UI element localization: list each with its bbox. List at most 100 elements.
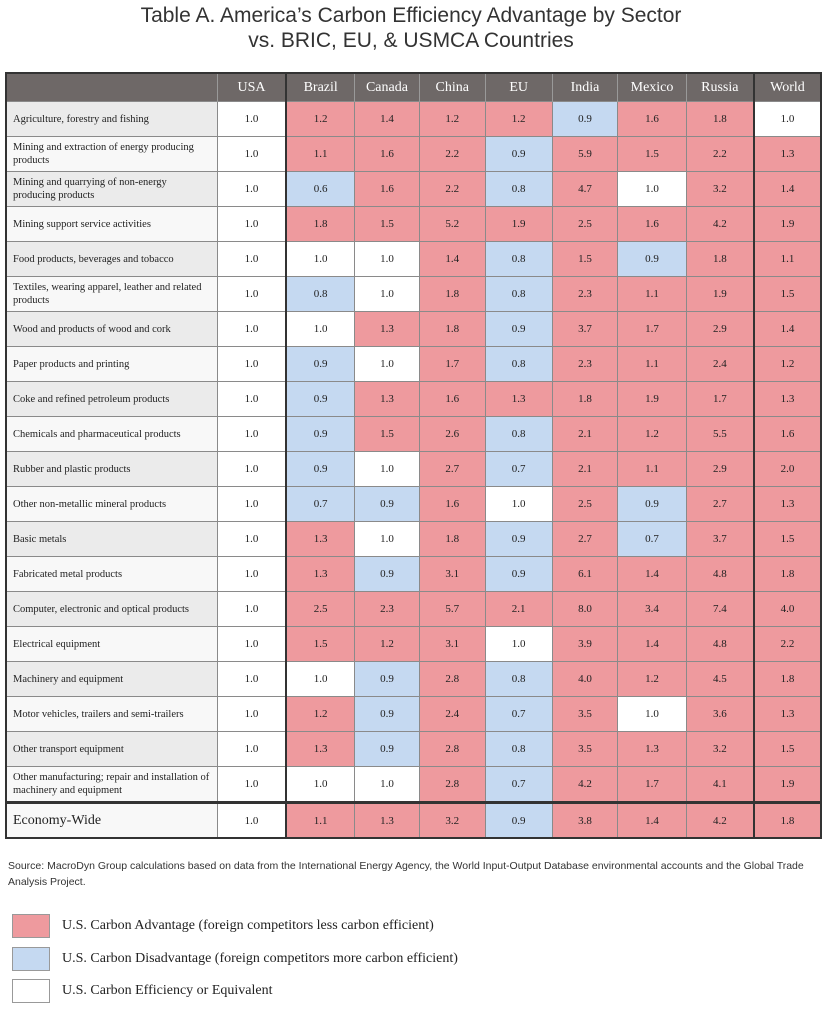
column-header: USA [216, 73, 287, 102]
value-cell: 2.0 [752, 451, 822, 487]
row-label: Other transport equipment [5, 731, 218, 767]
value-cell: 1.8 [285, 206, 356, 242]
value-cell: 1.0 [216, 381, 287, 417]
table-row: Electrical equipment 1.0 1.5 1.2 3.1 1.0 3.9 1.… [5, 626, 822, 662]
table-row: Machinery and equipment 1.0 1.0 0.9 2.8 0.8 4.… [5, 661, 822, 697]
table-row: Chemicals and pharmaceutical products 1.0… [5, 416, 822, 452]
value-cell: 1.0 [216, 521, 287, 557]
value-cell: 1.0 [617, 171, 687, 207]
value-cell: 1.8 [752, 556, 822, 592]
value-cell: 1.0 [216, 346, 287, 382]
value-cell: 2.9 [685, 451, 755, 487]
column-header: World [752, 73, 821, 102]
value-cell: 1.2 [285, 696, 356, 732]
legend-disadvantage: U.S. Carbon Disadvantage (foreign compet… [12, 947, 458, 971]
title-line-1: Table A. America’s Carbon Efficiency Adv… [140, 4, 682, 27]
value-cell: 1.6 [617, 101, 687, 137]
value-cell: 1.3 [285, 556, 356, 592]
value-cell: 1.0 [216, 486, 287, 522]
row-label: Basic metals [5, 521, 218, 557]
value-cell: 1.3 [354, 381, 420, 417]
value-cell: 1.6 [354, 171, 420, 207]
value-cell: 1.0 [285, 766, 356, 803]
value-cell: 3.2 [685, 171, 755, 207]
value-cell: 2.1 [551, 416, 619, 452]
table-row: Food products, beverages and tobacco 1.0 1… [5, 241, 822, 277]
table-row: Agriculture, forestry and fishing 1.0 1.2 1… [5, 101, 822, 137]
legend-swatch [12, 947, 50, 971]
table-row: Mining support service activities 1.0 1.8 1… [5, 206, 822, 242]
row-label: Wood and products of wood and cork [5, 311, 218, 347]
value-cell: 1.1 [285, 136, 356, 172]
table-row: Rubber and plastic products 1.0 0.9 1.0 2.7 0… [5, 451, 822, 487]
column-header: Mexico [617, 73, 687, 102]
economy-wide-row: Economy-Wide 1.0 1.1 1.3 3.2 0.9 3.8 1.4 4.2 1.8 [5, 801, 822, 839]
table-row: Other non-metallic mineral products 1.0 0.… [5, 486, 822, 522]
value-cell: 1.2 [752, 346, 822, 382]
value-cell: 2.8 [418, 731, 486, 767]
row-label: Mining and extraction of energy producin… [5, 136, 218, 172]
row-label: Coke and refined petroleum products [5, 381, 218, 417]
value-cell: 3.7 [685, 521, 755, 557]
value-cell: 1.6 [617, 206, 687, 242]
value-cell: 1.0 [216, 626, 287, 662]
table-row: Fabricated metal products 1.0 1.3 0.9 3.1 0.9… [5, 556, 822, 592]
value-cell: 5.9 [551, 136, 619, 172]
column-header: Canada [354, 73, 420, 102]
value-cell: 5.2 [418, 206, 486, 242]
value-cell: 6.1 [551, 556, 619, 592]
value-cell: 0.9 [484, 136, 553, 172]
value-cell: 4.0 [551, 661, 619, 697]
row-label: Mining and quarrying of non-energy produ… [5, 171, 218, 207]
value-cell: 3.5 [551, 731, 619, 767]
value-cell: 1.9 [484, 206, 553, 242]
value-cell: 5.7 [418, 591, 486, 627]
row-label: Other manufacturing; repair and installa… [5, 766, 218, 803]
value-cell: 3.2 [418, 801, 486, 839]
value-cell: 1.0 [216, 591, 287, 627]
value-cell: 0.8 [484, 171, 553, 207]
value-cell: 7.4 [685, 591, 755, 627]
value-cell: 2.8 [418, 661, 486, 697]
legend-equivalent: U.S. Carbon Efficiency or Equivalent [12, 979, 272, 1003]
value-cell: 2.2 [418, 171, 486, 207]
value-cell: 0.8 [484, 731, 553, 767]
value-cell: 3.4 [617, 591, 687, 627]
value-cell: 2.1 [551, 451, 619, 487]
value-cell: 0.7 [484, 451, 553, 487]
value-cell: 1.3 [752, 486, 822, 522]
table-row: Textiles, wearing apparel, leather and r… [5, 276, 822, 312]
value-cell: 0.8 [285, 276, 356, 312]
value-cell: 1.5 [354, 416, 420, 452]
value-cell: 3.5 [551, 696, 619, 732]
value-cell: 1.8 [685, 241, 755, 277]
value-cell: 1.9 [685, 276, 755, 312]
value-cell: 2.3 [551, 346, 619, 382]
row-label: Motor vehicles, trailers and semi-traile… [5, 696, 218, 732]
row-label: Paper products and printing [5, 346, 218, 382]
value-cell: 0.9 [484, 521, 553, 557]
value-cell: 2.5 [551, 206, 619, 242]
value-cell: 1.3 [617, 731, 687, 767]
value-cell: 1.0 [216, 801, 287, 839]
value-cell: 1.4 [617, 556, 687, 592]
value-cell: 1.0 [216, 311, 287, 347]
row-label: Electrical equipment [5, 626, 218, 662]
table-row: Computer, electronic and optical product… [5, 591, 822, 627]
value-cell: 1.0 [354, 346, 420, 382]
value-cell: 1.0 [216, 766, 287, 803]
value-cell: 1.1 [617, 346, 687, 382]
value-cell: 3.7 [551, 311, 619, 347]
value-cell: 1.3 [354, 801, 420, 839]
table-row: Mining and extraction of energy producin… [5, 136, 822, 172]
value-cell: 4.8 [685, 626, 755, 662]
value-cell: 0.8 [484, 346, 553, 382]
value-cell: 1.4 [752, 311, 822, 347]
value-cell: 0.9 [354, 661, 420, 697]
value-cell: 1.9 [752, 206, 822, 242]
value-cell: 0.9 [354, 696, 420, 732]
value-cell: 0.7 [484, 696, 553, 732]
value-cell: 1.0 [216, 696, 287, 732]
value-cell: 2.8 [418, 766, 486, 803]
value-cell: 0.9 [354, 556, 420, 592]
